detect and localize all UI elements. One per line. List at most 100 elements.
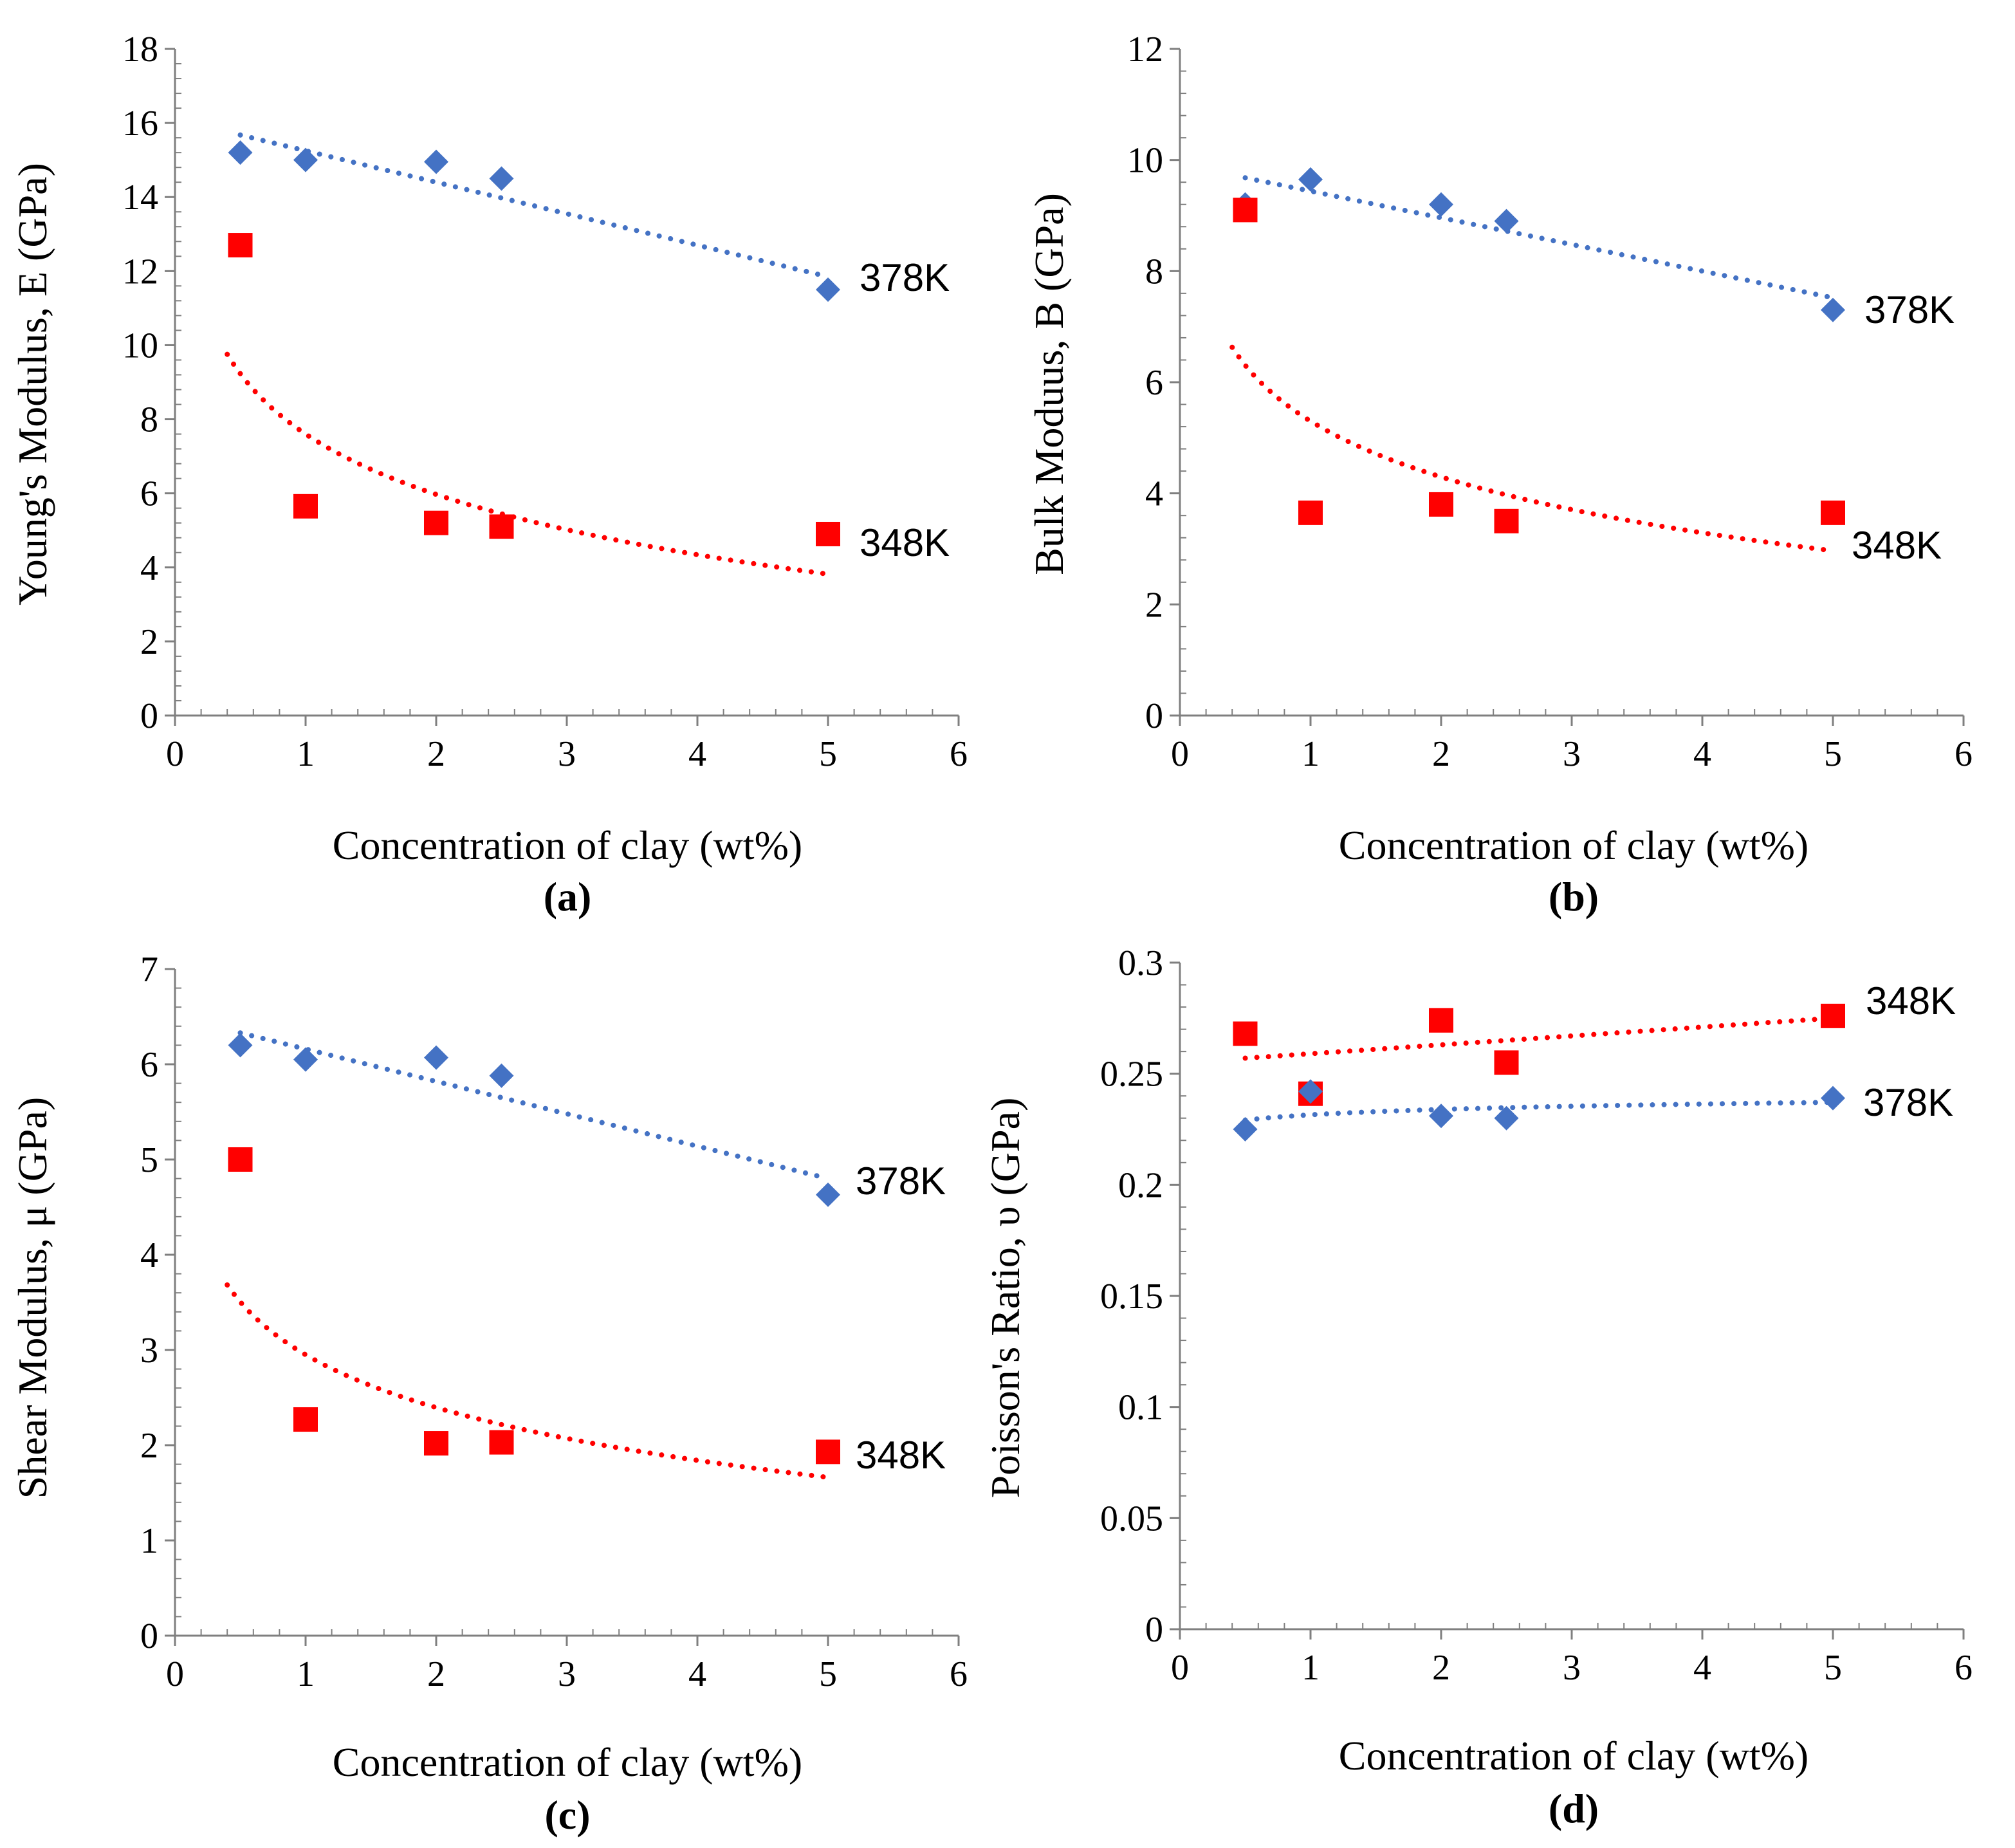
panel-c-trendline-378K xyxy=(237,1030,831,1181)
panel-a-x-tick-label: 2 xyxy=(427,734,445,774)
panel-a-point-348K xyxy=(228,233,253,258)
panel-c-y-tick-label: 5 xyxy=(140,1140,158,1180)
panel-b-point-378K xyxy=(1429,192,1453,217)
panel-a-y-tick-label: 0 xyxy=(140,696,158,736)
panel-b-label-348K: 348K xyxy=(1852,524,1942,567)
panel-d-x-tick-label: 2 xyxy=(1432,1648,1450,1688)
panel-b-label: (b) xyxy=(1549,874,1599,919)
panel-d-point-378K xyxy=(1821,1086,1845,1111)
panel-c-x-tick-label: 4 xyxy=(688,1654,706,1694)
panel-b: Bulk Moduus, B (GPa) Concentration of cl… xyxy=(1026,30,1973,919)
panel-c-point-348K xyxy=(489,1430,514,1455)
panel-b-point-378K xyxy=(1494,208,1519,234)
panel-a-y-tick-label: 12 xyxy=(122,252,158,291)
panel-c-point-348K xyxy=(293,1407,318,1432)
panel-c-y-tick-label: 2 xyxy=(140,1426,158,1466)
panel-b-x-tick-label: 6 xyxy=(1955,734,1973,774)
panel-a-label: (a) xyxy=(544,874,592,919)
panel-d-point-378K xyxy=(1494,1105,1519,1131)
panel-c-plot: 0 1 2 3 4 5 6 7 0 1 2 3 4 5 6 xyxy=(140,950,968,1694)
panel-d-ylabel: Poisson's Ratio, υ (GPa) xyxy=(982,1098,1028,1499)
panel-a: Young's Modulus, E (GPa) Concentration o… xyxy=(10,30,968,919)
panel-a-y-tick-label: 6 xyxy=(140,474,158,514)
panel-d-y-tick-label: 0.3 xyxy=(1118,943,1163,983)
panel-b-xlabel: Concentration of clay (wt%) xyxy=(1339,822,1808,868)
panel-c-point-348K xyxy=(816,1439,840,1465)
panel-b-x-tick-label: 5 xyxy=(1824,734,1842,774)
panel-a-y-tick-label: 16 xyxy=(122,104,158,143)
panel-b-x-tick-label: 1 xyxy=(1302,734,1320,774)
panel-d-x-tick-label: 0 xyxy=(1171,1648,1189,1688)
panel-c-y-tick-label: 1 xyxy=(140,1521,158,1561)
panel-d-point-348K xyxy=(1821,1003,1845,1028)
panel-a-point-378K xyxy=(489,166,514,191)
panel-a-y-tick-label: 8 xyxy=(140,400,158,440)
panel-c-y-tick-label: 6 xyxy=(140,1045,158,1085)
panel-d-x-tick-label: 6 xyxy=(1955,1648,1973,1688)
panel-b-x-tick-label: 0 xyxy=(1171,734,1189,774)
panel-d-y-tick-label: 0.1 xyxy=(1118,1388,1163,1428)
panel-c-x-tick-label: 6 xyxy=(950,1654,968,1694)
panel-b-x-tick-label: 4 xyxy=(1693,734,1711,774)
panel-a-ylabel: Young's Modulus, E (GPa) xyxy=(10,163,55,605)
panel-a-point-348K xyxy=(816,521,840,546)
panel-b-x-tick-label: 2 xyxy=(1432,734,1450,774)
panel-d-label: (d) xyxy=(1549,1786,1599,1831)
panel-d-x-tick-label: 5 xyxy=(1824,1648,1842,1688)
panel-d-label-348K: 348K xyxy=(1866,979,1956,1022)
panel-a-y-tick-label: 10 xyxy=(122,326,158,365)
panel-a-point-378K xyxy=(424,149,448,174)
panel-c-label-378K: 378K xyxy=(856,1160,946,1203)
panel-d-point-348K xyxy=(1429,1008,1453,1033)
panel-d-xlabel: Concentration of clay (wt%) xyxy=(1339,1733,1808,1779)
panel-b-point-348K xyxy=(1298,500,1323,525)
panel-d-point-378K xyxy=(1298,1079,1323,1104)
panel-a-y-tick-label: 18 xyxy=(122,30,158,69)
panel-d-point-348K xyxy=(1233,1021,1258,1046)
panel-d-y-tick-label: 0.25 xyxy=(1100,1055,1163,1095)
panel-c: Shear Modulus, μ (GPa) Concentration of … xyxy=(10,950,968,1838)
panel-c-label-348K: 348K xyxy=(856,1434,946,1477)
panel-a-x-tick-label: 5 xyxy=(819,734,837,774)
panel-d-point-348K xyxy=(1494,1050,1519,1075)
panel-c-ylabel: Shear Modulus, μ (GPa) xyxy=(10,1097,55,1499)
panel-a-point-378K xyxy=(228,140,253,165)
panel-b-trendline-348K xyxy=(1229,344,1836,553)
panel-c-point-378K xyxy=(293,1047,318,1072)
panel-b-y-tick-label: 0 xyxy=(1145,696,1163,736)
panel-a-x-tick-label: 0 xyxy=(166,734,184,774)
panel-d-point-378K xyxy=(1429,1104,1453,1129)
panel-b-point-378K xyxy=(1821,297,1845,322)
panel-b-ylabel: Bulk Moduus, B (GPa) xyxy=(1026,193,1072,575)
panel-a-label-348K: 348K xyxy=(860,521,950,564)
panel-a-y-tick-label: 14 xyxy=(122,178,158,217)
panel-c-y-tick-label: 4 xyxy=(140,1235,158,1275)
panel-a-y-tick-label: 2 xyxy=(140,622,158,662)
panel-b-point-378K xyxy=(1298,167,1323,192)
panel-c-label: (c) xyxy=(544,1792,590,1838)
panel-c-point-378K xyxy=(424,1045,448,1070)
panel-b-point-348K xyxy=(1233,198,1258,223)
panel-c-point-378K xyxy=(228,1033,253,1058)
panel-a-trendline-378K xyxy=(237,132,831,279)
panel-d-label-378K: 378K xyxy=(1863,1081,1953,1124)
panel-d-y-tick-label: 0.2 xyxy=(1118,1165,1163,1205)
panel-a-x-tick-label: 1 xyxy=(297,734,315,774)
panel-a-point-348K xyxy=(424,510,448,535)
panel-c-x-tick-label: 5 xyxy=(819,1654,837,1694)
panel-d-trendline-348K xyxy=(1242,1015,1836,1061)
panel-a-x-tick-label: 3 xyxy=(558,734,576,774)
panel-a-label-378K: 378K xyxy=(860,256,950,299)
panel-c-x-tick-label: 0 xyxy=(166,1654,184,1694)
panel-a-x-tick-label: 4 xyxy=(688,734,706,774)
panel-b-point-348K xyxy=(1494,508,1519,533)
panel-d-x-tick-label: 4 xyxy=(1693,1648,1711,1688)
panel-b-label-378K: 378K xyxy=(1864,288,1955,331)
panel-d-point-378K xyxy=(1233,1117,1258,1141)
panel-d-x-tick-label: 1 xyxy=(1302,1648,1320,1688)
panel-b-y-tick-label: 4 xyxy=(1145,474,1163,514)
panel-a-point-348K xyxy=(489,514,514,539)
panel-d-y-tick-label: 0 xyxy=(1145,1610,1163,1650)
